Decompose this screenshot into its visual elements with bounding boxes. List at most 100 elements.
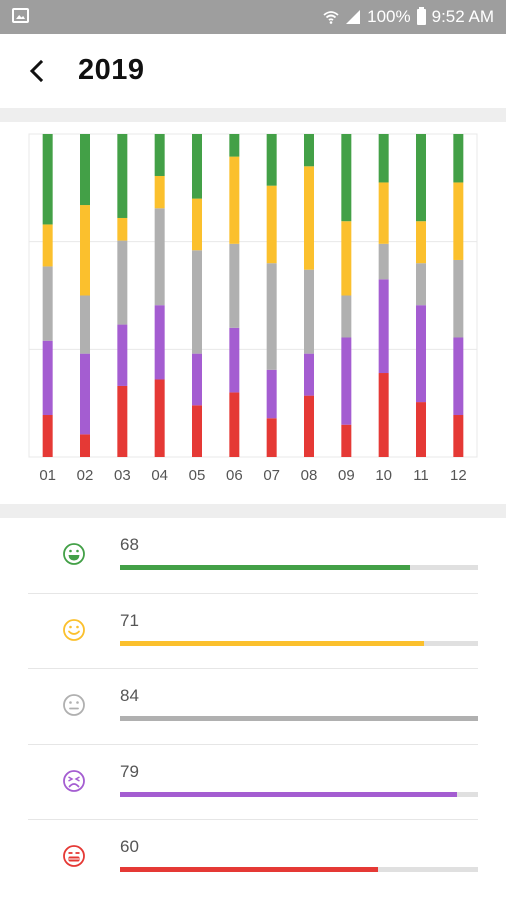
bar-segment-awful-08 [304, 395, 314, 457]
x-tick-label: 04 [151, 467, 168, 484]
bar-segment-neutral-04 [154, 208, 165, 306]
x-tick-label: 06 [226, 467, 243, 484]
page-title: 2019 [78, 54, 145, 86]
x-tick-label: 02 [77, 467, 94, 484]
smiling-face-icon [63, 618, 85, 641]
x-tick-label: 10 [375, 467, 392, 484]
mood-count: 68 [120, 535, 139, 554]
bar-segment-awful-05 [192, 405, 202, 457]
plot-area [28, 133, 478, 458]
x-tick-label: 07 [263, 467, 280, 484]
bar-segment-awful-11 [416, 402, 426, 457]
section-divider [0, 108, 506, 122]
bar-segment-good-11 [416, 221, 426, 264]
x-tick-label: 08 [301, 467, 318, 484]
bar-segment-awful-07 [266, 418, 277, 457]
bar-segment-great-05 [192, 134, 202, 199]
x-tick-label: 09 [338, 467, 355, 484]
bar-segment-bad-06 [229, 327, 240, 393]
bar-segment-great-06 [229, 134, 240, 157]
bar-segment-awful-03 [117, 385, 128, 457]
progress-fill [120, 716, 478, 722]
bar-segment-good-07 [266, 185, 277, 264]
mood-row-neutral: 84 [0, 669, 506, 745]
battery-icon [416, 7, 426, 25]
bar-segment-bad-02 [80, 353, 90, 435]
bar-segment-awful-04 [154, 379, 165, 457]
bar-segment-good-01 [42, 224, 53, 267]
sad-face-icon [63, 769, 85, 792]
chart-svg: 01 02 03 04 05 06 07 08 09 10 11 12 [28, 133, 478, 484]
bar-segment-neutral-02 [80, 295, 90, 354]
bar-segment-neutral-10 [378, 243, 389, 280]
bar-segment-bad-11 [416, 305, 426, 403]
bar-segment-awful-02 [80, 434, 90, 457]
progress-track [120, 867, 478, 873]
app-bar: 2019 [0, 34, 506, 108]
bar-segment-good-08 [304, 166, 314, 270]
mood-row-great: 68 [0, 518, 506, 594]
bar-segment-bad-09 [341, 337, 352, 425]
bar-segment-good-05 [192, 198, 202, 251]
bar-segment-great-08 [304, 134, 314, 167]
bar-segment-great-11 [416, 134, 426, 222]
bar-segment-bad-08 [304, 353, 314, 396]
bar-segment-neutral-03 [117, 240, 128, 325]
bar-segment-bad-04 [154, 305, 165, 380]
status-bar: 100% 9:52 AM [0, 0, 506, 34]
bar-segment-neutral-11 [416, 263, 426, 306]
awful-face-icon [63, 845, 85, 868]
bar-segment-neutral-06 [229, 243, 240, 328]
mood-count: 79 [120, 761, 139, 781]
bar-segment-great-10 [378, 134, 389, 183]
bar-segment-bad-03 [117, 324, 128, 386]
bar-segment-good-03 [117, 217, 128, 241]
x-tick-label: 12 [450, 467, 467, 484]
mood-count: 84 [120, 686, 139, 706]
bar-segment-great-12 [453, 134, 464, 183]
bar-segment-good-04 [154, 175, 165, 209]
bar-segment-awful-01 [42, 415, 53, 457]
bar-segment-awful-12 [453, 415, 464, 457]
neutral-face-icon [63, 694, 85, 717]
mood-count: 71 [120, 610, 139, 630]
bar-segment-awful-09 [341, 424, 352, 457]
signal-icon [346, 10, 361, 24]
bar-segment-neutral-09 [341, 295, 352, 338]
bar-segment-great-04 [154, 134, 165, 176]
progress-track [120, 791, 478, 797]
bar-segment-awful-06 [229, 392, 240, 457]
back-arrow-icon[interactable] [22, 56, 52, 86]
bar-segment-neutral-12 [453, 259, 464, 338]
laughing-face-icon [63, 543, 85, 565]
bar-segment-great-02 [80, 134, 90, 206]
x-tick-label: 03 [114, 467, 131, 484]
clock: 9:52 AM [431, 7, 494, 26]
bar-segment-neutral-07 [266, 263, 277, 370]
battery-percent: 100% [367, 7, 411, 26]
bar-segment-awful-10 [378, 373, 389, 457]
bar-segment-great-09 [341, 134, 352, 222]
mood-row-bad: 79 [0, 745, 506, 821]
section-divider [0, 504, 506, 518]
bar-segment-good-09 [341, 221, 352, 296]
x-tick-label: 11 [413, 467, 429, 484]
bar-segment-great-03 [117, 134, 128, 218]
x-tick-label: 01 [39, 467, 56, 484]
mood-count: 60 [120, 837, 139, 857]
bar-segment-good-10 [378, 182, 389, 244]
progress-fill [120, 867, 378, 873]
wifi-calling-icon [323, 11, 339, 24]
mood-summary-list: 68 71 84 79 [0, 518, 506, 896]
monthly-mood-chart: 01 02 03 04 05 06 07 08 09 10 11 12 [0, 122, 506, 504]
bar-segment-neutral-05 [192, 250, 202, 354]
bar-segment-bad-12 [453, 337, 464, 416]
bar-segment-great-07 [266, 134, 277, 186]
bar-segment-bad-01 [42, 340, 53, 416]
x-tick-label: 05 [189, 467, 206, 484]
bar-segment-good-02 [80, 205, 90, 296]
progress-track [120, 565, 478, 570]
progress-fill [120, 565, 410, 570]
progress-fill [120, 791, 457, 797]
bar-segment-bad-07 [266, 369, 277, 419]
